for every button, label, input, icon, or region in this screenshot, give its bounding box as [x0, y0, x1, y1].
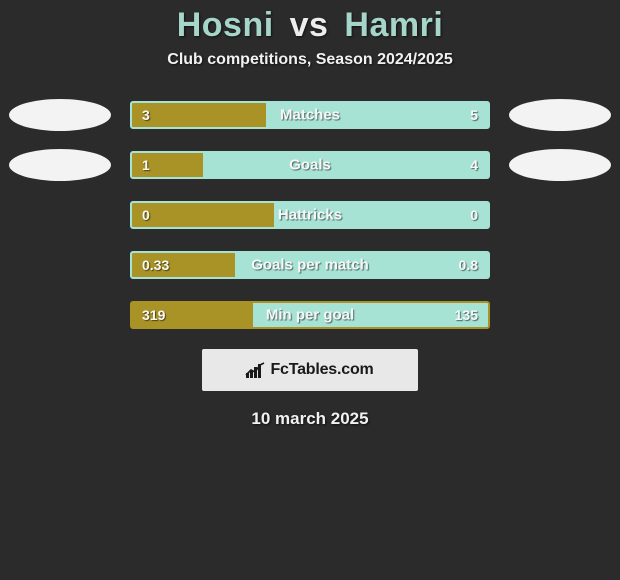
stat-label: Goals per match: [132, 257, 488, 274]
avatar-left: [9, 199, 111, 231]
stats-grid: 3Matches5 1Goals4 0Hattricks0 0.33Goals per…: [0, 99, 620, 331]
stat-bar: 0Hattricks0: [130, 201, 490, 229]
date-label: 10 march 2025: [251, 409, 368, 429]
stat-label: Matches: [132, 107, 488, 124]
stat-value-right: 0: [470, 207, 478, 223]
stat-label: Goals: [132, 157, 488, 174]
stat-bar: 1Goals4: [130, 151, 490, 179]
avatar-right: [509, 99, 611, 131]
stat-bar: 0.33Goals per match0.8: [130, 251, 490, 279]
avatar-right: [509, 249, 611, 281]
stat-value-right: 5: [470, 107, 478, 123]
title-vs: vs: [290, 6, 329, 44]
title-player1: Hosni: [177, 6, 274, 44]
chart-icon: [246, 362, 264, 378]
avatar-left: [9, 99, 111, 131]
avatar-left: [9, 149, 111, 181]
stat-label: Hattricks: [132, 207, 488, 224]
branding-text: FcTables.com: [270, 361, 373, 379]
stat-value-right: 135: [455, 307, 478, 323]
comparison-card: Hosni vs Hamri Club competitions, Season…: [0, 0, 620, 429]
page-title: Hosni vs Hamri: [177, 4, 444, 51]
avatar-right: [509, 299, 611, 331]
subtitle: Club competitions, Season 2024/2025: [167, 51, 452, 69]
stat-label: Min per goal: [132, 307, 488, 324]
title-player2: Hamri: [344, 6, 443, 44]
stat-value-right: 4: [470, 157, 478, 173]
stat-bar: 319Min per goal135: [130, 301, 490, 329]
branding-badge[interactable]: FcTables.com: [202, 349, 418, 391]
stat-value-right: 0.8: [459, 257, 478, 273]
avatar-left: [9, 249, 111, 281]
avatar-right: [509, 149, 611, 181]
avatar-left: [9, 299, 111, 331]
avatar-right: [509, 199, 611, 231]
stat-bar: 3Matches5: [130, 101, 490, 129]
